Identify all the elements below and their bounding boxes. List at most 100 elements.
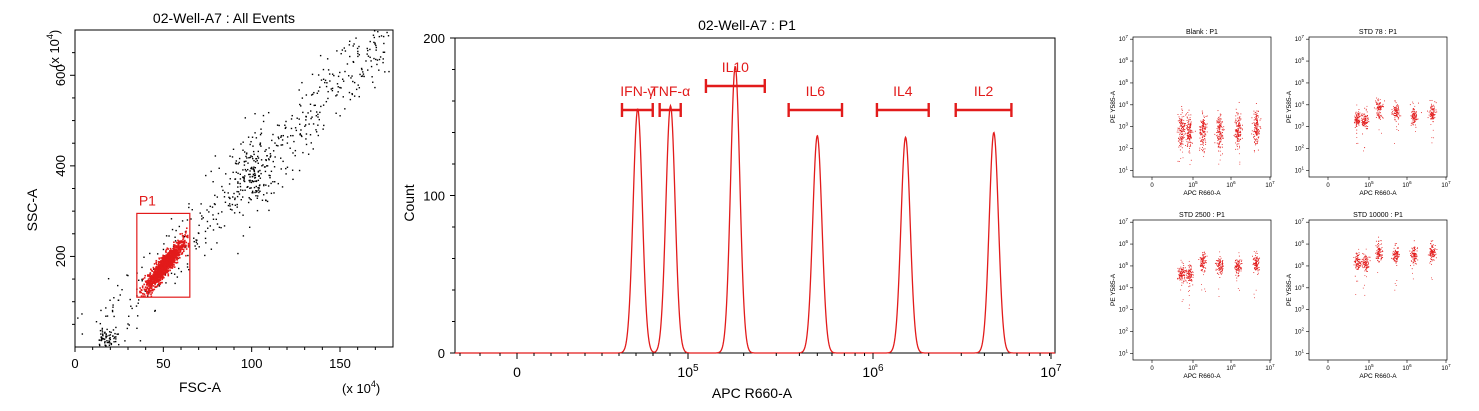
scatter-point — [1204, 126, 1206, 128]
scatter-point — [1177, 160, 1179, 162]
scatter-point — [1219, 150, 1221, 152]
scatter-point — [1377, 106, 1379, 108]
scatter-point — [1413, 122, 1414, 123]
peak-gate-ifn-[interactable]: IFN-γ — [620, 83, 654, 117]
scatter-point — [205, 242, 207, 244]
scatter-point — [1377, 104, 1379, 106]
scatter-point — [1377, 248, 1379, 250]
scatter-point — [1219, 123, 1221, 125]
scatter-point — [185, 254, 187, 257]
scatter-point — [1181, 279, 1183, 281]
scatter-point — [1181, 268, 1182, 270]
scatter-point — [251, 190, 254, 193]
scatter-point — [162, 264, 165, 267]
scatter-point — [108, 344, 111, 346]
scatter-point — [170, 255, 172, 258]
peak-gate-tnf-[interactable]: TNF-α — [650, 83, 690, 117]
scatter-point — [1378, 116, 1380, 118]
scatter-point — [1431, 117, 1433, 119]
scatter-point — [248, 173, 250, 176]
scatter-point — [1377, 256, 1379, 258]
scatter-point — [161, 271, 164, 274]
scatter-point — [1254, 297, 1255, 299]
scatter-point — [185, 246, 187, 248]
scatter-point — [1236, 125, 1238, 127]
scatter-point — [351, 92, 353, 95]
scatter-point — [1190, 277, 1191, 279]
scatter-point — [340, 87, 342, 89]
scatter-point — [1202, 124, 1204, 126]
gate-p1-rect[interactable] — [136, 212, 191, 298]
scatter-point — [108, 340, 110, 342]
scatter-point — [1181, 137, 1183, 139]
scatter-point — [152, 275, 154, 277]
scatter-point — [1432, 254, 1434, 255]
scatter-point — [375, 44, 377, 47]
scatter-point — [1188, 133, 1190, 135]
scatter-point — [1182, 136, 1183, 138]
scatter-point — [1180, 125, 1182, 127]
scatter-point — [1189, 138, 1191, 140]
scatter-point — [1358, 109, 1360, 111]
scatter-point — [1180, 122, 1182, 124]
scatter-point — [183, 245, 186, 248]
peak-gate-il2[interactable]: IL2 — [954, 83, 1013, 117]
scatter-point — [1396, 257, 1397, 259]
scatter-point — [1235, 136, 1236, 138]
scatter-point — [229, 205, 231, 207]
scatter-point — [174, 250, 176, 252]
scatter-point — [159, 261, 162, 264]
scatter-point — [1202, 149, 1203, 151]
scatter-point — [1432, 112, 1434, 114]
scatter-point — [1433, 114, 1435, 116]
scatter-point — [1182, 133, 1183, 135]
scatter-point — [154, 278, 157, 281]
scatter-point — [107, 277, 110, 280]
scatter-point — [1380, 105, 1382, 107]
scatter-point — [1201, 289, 1203, 291]
scatter-point — [1235, 115, 1237, 117]
scatter-point — [1395, 111, 1397, 112]
scatter-point — [1256, 256, 1258, 258]
scatter-point — [1185, 127, 1187, 129]
scatter-point — [110, 343, 113, 346]
scatter-point — [150, 295, 153, 298]
scatter-point — [140, 295, 143, 297]
scatter-point — [1202, 142, 1204, 144]
scatter-point — [104, 342, 106, 344]
scatter-point — [1204, 256, 1206, 258]
scatter-point — [1205, 260, 1207, 261]
scatter-point — [1429, 254, 1431, 256]
scatter-point — [1235, 274, 1237, 276]
scatter-point — [1358, 113, 1360, 115]
plot-frame — [1308, 36, 1448, 178]
scatter-point — [1187, 129, 1189, 131]
scatter-point — [1355, 264, 1357, 266]
scatter-point — [1202, 255, 1204, 257]
scatter-point — [1256, 141, 1258, 143]
scatter-point — [149, 279, 152, 282]
x-tick-label: 105 — [1188, 180, 1198, 189]
x-tick-label: 106 — [1402, 363, 1412, 372]
scatter-point — [1251, 122, 1253, 124]
scatter-point — [1413, 250, 1415, 252]
scatter-point — [1414, 255, 1416, 257]
scatter-point — [1181, 284, 1183, 286]
peak-gate-il6[interactable]: IL6 — [787, 83, 844, 117]
scatter-point — [1430, 261, 1431, 262]
peak-gate-il4[interactable]: IL4 — [875, 83, 930, 117]
peak-gate-il10[interactable]: IL10 — [704, 59, 766, 93]
scatter-point — [167, 274, 170, 277]
scatter-point — [1367, 265, 1369, 267]
scatter-point — [1253, 136, 1255, 138]
scatter-point — [1179, 118, 1181, 120]
plot-frame — [74, 29, 394, 348]
x-tick-label: 105 — [677, 363, 699, 380]
scatter-point — [156, 281, 158, 283]
scatter-point — [156, 253, 159, 255]
scatter-point — [186, 219, 189, 221]
scatter-point — [1432, 253, 1434, 255]
scatter-point — [1253, 257, 1255, 259]
scatter-point — [1397, 106, 1399, 108]
